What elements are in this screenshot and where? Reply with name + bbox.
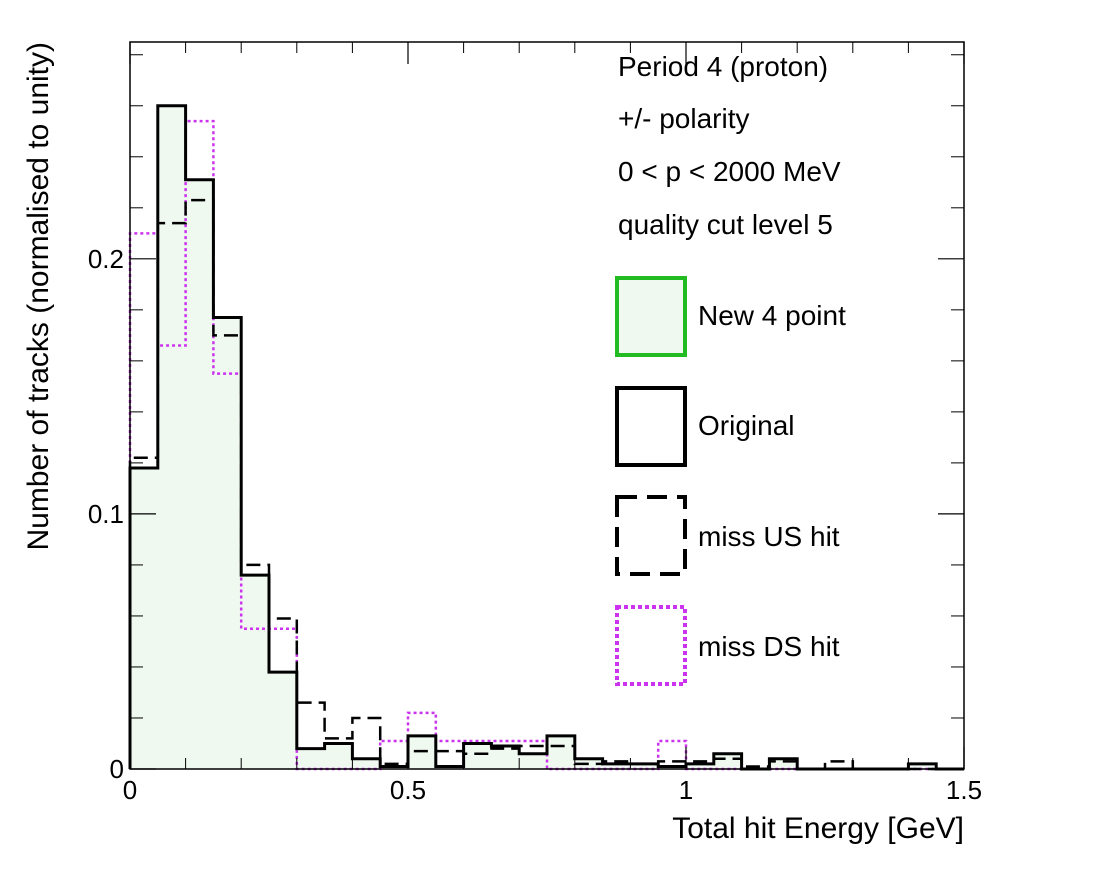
- plot-fill-layer: [130, 105, 964, 770]
- y-axis-title: Number of tracks (normalised to unity): [22, 42, 55, 551]
- x-axis-title: Total hit Energy [GeV]: [672, 812, 964, 845]
- x-tick-label: 0: [123, 775, 137, 805]
- info-text-block: Period 4 (proton) +/- polarity 0 < p < 2…: [618, 51, 841, 240]
- legend-swatch-original: [615, 386, 687, 467]
- y-tick-label: 0.1: [88, 499, 124, 529]
- legend-label-original: Original: [698, 410, 794, 441]
- series-fill-0: [130, 105, 964, 770]
- x-tick-label: 0.5: [390, 775, 426, 805]
- axis-ticks: [129, 42, 965, 770]
- y-tick-label: 0: [110, 754, 124, 784]
- x-tick-label: 1.5: [946, 775, 982, 805]
- legend-label-new-4-point: New 4 point: [698, 300, 846, 331]
- info-line-period: Period 4 (proton): [618, 51, 828, 82]
- legend-swatch-miss-us-hit: [615, 495, 687, 576]
- legend-label-miss-us-hit: miss US hit: [698, 521, 840, 552]
- axis-tick-labels: 0 0.5 1 1.5 0 0.1 0.2: [88, 244, 982, 805]
- info-line-quality: quality cut level 5: [618, 209, 833, 240]
- info-line-polarity: +/- polarity: [618, 103, 750, 134]
- legend-swatch-miss-ds-hit: [615, 605, 687, 686]
- y-tick-label: 0.2: [88, 244, 124, 274]
- info-line-momentum: 0 < p < 2000 MeV: [618, 156, 841, 187]
- series-line-original: [128, 104, 964, 771]
- legend-swatch-new-4-point: [615, 276, 687, 357]
- plot-frame: [129, 41, 965, 770]
- x-tick-label: 1: [679, 775, 693, 805]
- legend-label-miss-ds-hit: miss DS hit: [698, 631, 840, 662]
- legend: New 4 point Original miss US hit miss DS…: [615, 276, 846, 686]
